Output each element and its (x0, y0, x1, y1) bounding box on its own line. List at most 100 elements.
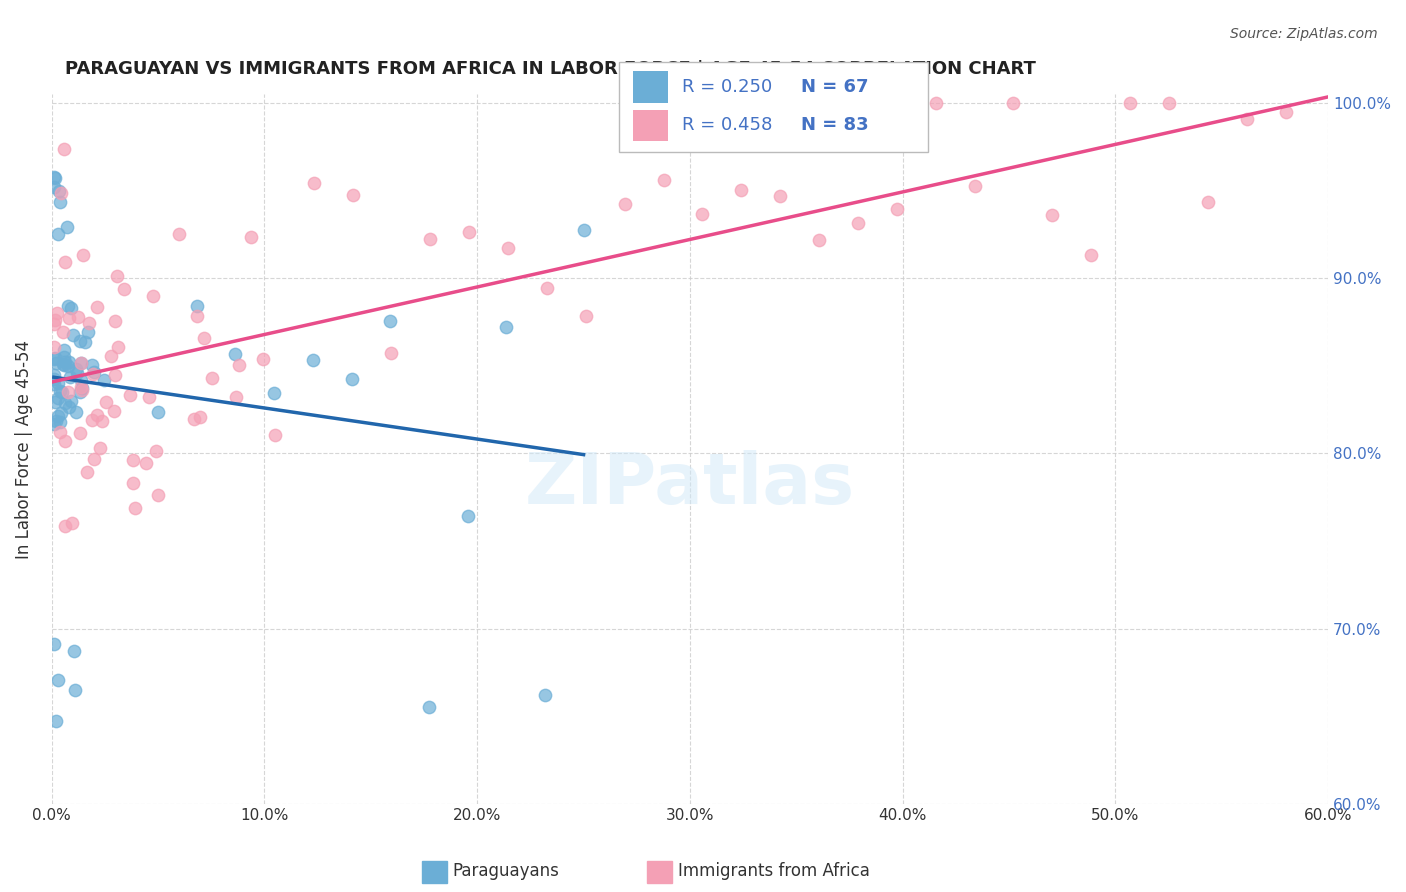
Paraguayans (62, 328, 84, 343)
Immigrants from Africa (380, 345, 402, 359)
Immigrants from Africa (90, 414, 112, 428)
Paraguayans (56, 359, 79, 373)
Immigrants from Africa (100, 349, 122, 363)
Text: ZIPatlas: ZIPatlas (524, 450, 855, 519)
Paraguayans (51, 406, 73, 420)
Immigrants from Africa (138, 390, 160, 404)
Immigrants from Africa (70, 383, 93, 397)
Immigrants from Africa (103, 314, 125, 328)
Paraguayans (534, 688, 557, 702)
Immigrants from Africa (652, 173, 675, 187)
Immigrants from Africa (190, 409, 212, 424)
Paraguayans (263, 385, 285, 400)
Y-axis label: In Labor Force | Age 45-54: In Labor Force | Age 45-54 (15, 340, 32, 558)
Paraguayans (59, 301, 82, 316)
Paraguayans (69, 334, 91, 348)
Immigrants from Africa (186, 310, 208, 324)
Immigrants from Africa (924, 96, 946, 111)
Immigrants from Africa (80, 413, 103, 427)
Immigrants from Africa (252, 352, 274, 367)
Immigrants from Africa (49, 425, 72, 439)
Immigrants from Africa (1119, 96, 1142, 111)
Immigrants from Africa (122, 452, 145, 467)
Paraguayans (70, 380, 93, 394)
Text: R = 0.250: R = 0.250 (682, 78, 772, 95)
Paraguayans (46, 391, 69, 405)
Immigrants from Africa (145, 444, 167, 458)
Immigrants from Africa (53, 255, 76, 269)
Immigrants from Africa (146, 488, 169, 502)
Immigrants from Africa (239, 229, 262, 244)
Immigrants from Africa (496, 241, 519, 255)
Paraguayans (73, 334, 96, 349)
Paraguayans (44, 356, 66, 370)
Text: N = 83: N = 83 (801, 116, 869, 134)
Paraguayans (65, 682, 87, 697)
Paraguayans (495, 320, 517, 334)
Immigrants from Africa (70, 356, 93, 370)
Paraguayans (42, 417, 65, 431)
Immigrants from Africa (613, 196, 636, 211)
Paraguayans (44, 171, 66, 186)
Immigrants from Africa (79, 316, 101, 330)
Immigrants from Africa (342, 188, 364, 202)
Immigrants from Africa (89, 442, 111, 456)
Paraguayans (65, 404, 87, 418)
Paraguayans (44, 395, 66, 409)
Paraguayans (56, 299, 79, 313)
Immigrants from Africa (112, 282, 135, 296)
Immigrants from Africa (42, 318, 65, 332)
Immigrants from Africa (263, 428, 285, 442)
Immigrants from Africa (118, 387, 141, 401)
Paraguayans (69, 385, 91, 400)
Immigrants from Africa (846, 216, 869, 230)
Immigrants from Africa (730, 183, 752, 197)
Paraguayans (59, 370, 82, 384)
Immigrants from Africa (86, 409, 108, 423)
Paraguayans (62, 644, 84, 658)
Immigrants from Africa (69, 426, 91, 441)
Immigrants from Africa (201, 370, 224, 384)
Paraguayans (83, 365, 105, 379)
Paraguayans (49, 415, 72, 429)
Immigrants from Africa (67, 310, 90, 325)
Immigrants from Africa (769, 189, 792, 203)
Paraguayans (186, 299, 208, 313)
Immigrants from Africa (141, 289, 163, 303)
Immigrants from Africa (302, 177, 325, 191)
Paraguayans (224, 346, 246, 360)
Text: PARAGUAYAN VS IMMIGRANTS FROM AFRICA IN LABOR FORCE | AGE 45-54 CORRELATION CHAR: PARAGUAYAN VS IMMIGRANTS FROM AFRICA IN … (65, 60, 1035, 78)
Text: Source: ZipAtlas.com: Source: ZipAtlas.com (1230, 27, 1378, 41)
Immigrants from Africa (1040, 208, 1063, 222)
Paraguayans (53, 359, 76, 373)
Paraguayans (42, 376, 65, 391)
Paraguayans (56, 220, 79, 235)
Paraguayans (51, 384, 73, 399)
Paraguayans (572, 223, 595, 237)
Immigrants from Africa (886, 202, 908, 217)
Immigrants from Africa (419, 232, 441, 246)
Immigrants from Africa (458, 225, 481, 239)
Immigrants from Africa (76, 465, 98, 479)
Immigrants from Africa (52, 325, 75, 339)
Immigrants from Africa (135, 456, 157, 470)
Paraguayans (46, 673, 69, 687)
Paraguayans (66, 366, 89, 380)
Paraguayans (42, 170, 65, 185)
Immigrants from Africa (1002, 96, 1025, 111)
Immigrants from Africa (1157, 96, 1180, 111)
Immigrants from Africa (56, 384, 79, 399)
Paraguayans (60, 393, 83, 408)
Paraguayans (48, 184, 70, 198)
Immigrants from Africa (69, 380, 91, 394)
Paraguayans (42, 368, 65, 382)
Immigrants from Africa (83, 451, 105, 466)
Immigrants from Africa (1274, 104, 1296, 119)
Paraguayans (45, 714, 67, 729)
Text: Immigrants from Africa: Immigrants from Africa (678, 863, 869, 880)
Immigrants from Africa (536, 281, 558, 295)
Immigrants from Africa (53, 434, 76, 449)
Immigrants from Africa (86, 301, 108, 315)
Immigrants from Africa (1236, 112, 1258, 126)
Paraguayans (48, 195, 70, 210)
